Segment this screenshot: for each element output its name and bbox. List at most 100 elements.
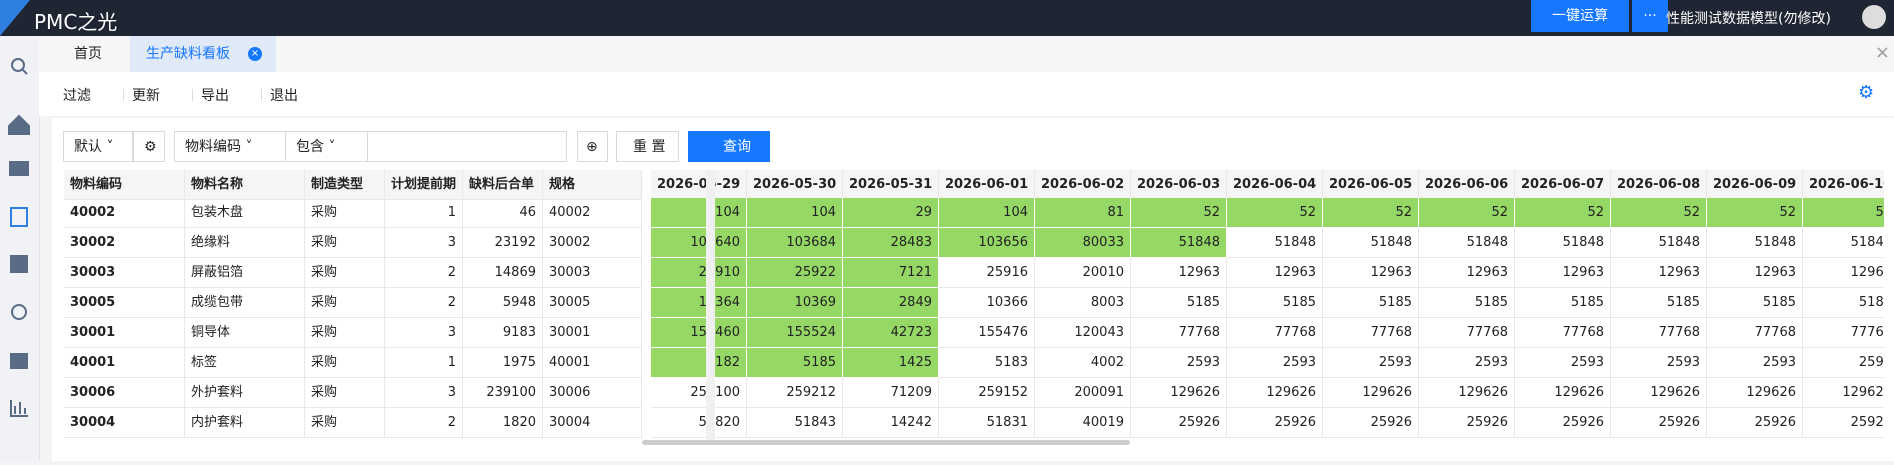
table-cell: 采购 — [305, 288, 385, 318]
table-cell: 129626 — [1227, 378, 1323, 408]
add-filter[interactable]: ⊕ — [577, 131, 608, 162]
table-cell: 25926 — [1803, 408, 1884, 438]
toolbar-button[interactable]: 更新 — [132, 88, 160, 104]
toolbar-button[interactable]: 过滤 — [63, 88, 91, 104]
preset-label: 默认 — [74, 139, 102, 155]
toolbar-button[interactable]: 导出 — [201, 88, 229, 104]
table-cell: 采购 — [305, 378, 385, 408]
table-cell: 120043 — [1035, 318, 1131, 348]
table-cell: 25910 — [651, 258, 747, 288]
table-cell: 3 — [385, 228, 463, 258]
table-cell: 52 — [1515, 198, 1611, 228]
more-button[interactable]: ··· — [1632, 0, 1668, 32]
table-cell: 155476 — [939, 318, 1035, 348]
table-cell: 103684 — [747, 228, 843, 258]
preset-select[interactable]: 默认 ˅ — [63, 131, 133, 162]
table-cell: 9183 — [463, 318, 543, 348]
table-cell: 23192 — [463, 228, 543, 258]
table-cell: 30006 — [64, 378, 185, 408]
table-cell: 2593 — [1611, 348, 1707, 378]
table-cell: 71209 — [843, 378, 939, 408]
close-all[interactable]: × — [1874, 42, 1890, 63]
table-cell: 25926 — [1227, 408, 1323, 438]
table-cell: 采购 — [305, 258, 385, 288]
table-cell: 25926 — [1419, 408, 1515, 438]
table-cell: 2593 — [1515, 348, 1611, 378]
sidebar — [0, 36, 40, 461]
table-cell: 2593 — [1707, 348, 1803, 378]
table-cell: 51848 — [1323, 228, 1419, 258]
table-cell: 103656 — [939, 228, 1035, 258]
top-bar: PMC之光 一键运算 ··· 性能测试数据模型(勿修改) — [0, 0, 1894, 36]
filter-input[interactable] — [367, 131, 567, 162]
settings-button[interactable]: ⚙ — [133, 131, 165, 162]
sidebar-icons — [8, 58, 30, 417]
tab[interactable]: 首页 — [74, 46, 102, 62]
avatar[interactable] — [1862, 5, 1886, 29]
table-cell: 81 — [1035, 198, 1131, 228]
table-cell: 77768 — [1611, 318, 1707, 348]
table-cell: 51848 — [1611, 228, 1707, 258]
table-cell: 30005 — [543, 288, 642, 318]
table-cell: 30002 — [543, 228, 642, 258]
table-cell: 8003 — [1035, 288, 1131, 318]
frozen-divider — [706, 170, 715, 440]
table-cell: 10364 — [651, 288, 747, 318]
table-cell: 12963 — [1131, 258, 1227, 288]
table-cell: 屏蔽铝箔 — [185, 258, 305, 288]
table-cell: 12963 — [1707, 258, 1803, 288]
scrollbar[interactable] — [642, 440, 1130, 445]
column-header: 2026-06-07 — [1515, 170, 1611, 200]
field-select[interactable]: 物料编码 ˅ — [174, 131, 286, 162]
model-select[interactable]: 性能测试数据模型(勿修改) — [1666, 11, 1831, 27]
run-button[interactable]: 一键运算 — [1531, 0, 1629, 32]
table-cell: 129626 — [1131, 378, 1227, 408]
table-cell: 51848 — [1227, 228, 1323, 258]
table-cell: 5185 — [1419, 288, 1515, 318]
table-cell: 29 — [843, 198, 939, 228]
tab-bar: 首页 生产缺料看板 × × — [39, 36, 1894, 73]
table-cell: 51848 — [1515, 228, 1611, 258]
table-cell: 绝缘料 — [185, 228, 305, 258]
table-cell: 129626 — [1803, 378, 1884, 408]
table-cell: 77768 — [1419, 318, 1515, 348]
table-cell: 239100 — [463, 378, 543, 408]
table-cell: 2593 — [1323, 348, 1419, 378]
table-cell: 3 — [385, 318, 463, 348]
tab-active[interactable]: 生产缺料看板 × — [130, 36, 276, 72]
table-cell: 内护套料 — [185, 408, 305, 438]
table-cell: 77768 — [1131, 318, 1227, 348]
tab-close[interactable]: × — [248, 47, 262, 61]
table-cell: 5948 — [463, 288, 543, 318]
operator-select[interactable]: 包含 ˅ — [285, 131, 368, 162]
table-cell: 129626 — [1515, 378, 1611, 408]
table-cell: 129626 — [1323, 378, 1419, 408]
table-cell: 2849 — [843, 288, 939, 318]
column-header: 2026-06-06 — [1419, 170, 1515, 200]
table-cell: 104 — [747, 198, 843, 228]
table-cell: 42723 — [843, 318, 939, 348]
table-cell: 10366 — [939, 288, 1035, 318]
table-cell: 5185 — [1515, 288, 1611, 318]
table-settings[interactable]: ⚙ — [1858, 82, 1875, 103]
table-cell: 5185 — [1323, 288, 1419, 318]
toolbar-button[interactable]: 退出 — [270, 88, 298, 104]
table-cell: 3 — [385, 378, 463, 408]
table-cell: 7121 — [843, 258, 939, 288]
table-cell: 2593 — [1803, 348, 1884, 378]
table-cell: 14242 — [843, 408, 939, 438]
table-cell: 25926 — [1131, 408, 1227, 438]
table-cell: 52 — [1227, 198, 1323, 228]
table-cell: 14869 — [463, 258, 543, 288]
table-cell: 104 — [939, 198, 1035, 228]
table-cell: 52 — [1419, 198, 1515, 228]
table-cell: 129626 — [1419, 378, 1515, 408]
search-button[interactable]: 查询 — [688, 131, 770, 162]
table-cell: 采购 — [305, 318, 385, 348]
table-cell: 12963 — [1803, 258, 1884, 288]
table-cell: 77768 — [1227, 318, 1323, 348]
reset-button[interactable]: 重 置 — [616, 131, 679, 162]
table-cell: 标签 — [185, 348, 305, 378]
column-header: 2026-06-08 — [1611, 170, 1707, 200]
